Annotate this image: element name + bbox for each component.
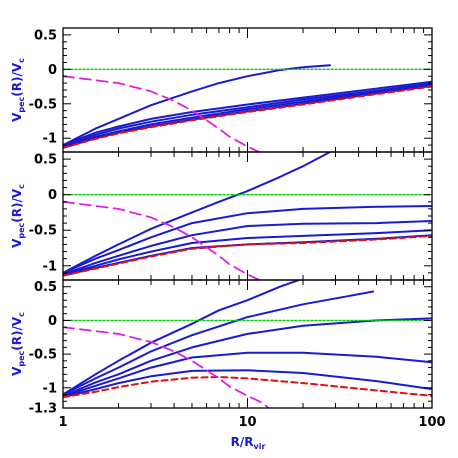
series-line-blue: [63, 351, 432, 398]
y-tick-label: -1: [43, 381, 57, 396]
series-line-blue: [63, 84, 432, 149]
y-tick-label: 0.5: [34, 28, 57, 43]
y-tick-label: -1.3: [29, 402, 57, 417]
series-line-blue: [63, 205, 432, 274]
panel-3-series: [63, 280, 432, 408]
panel-2: 0.5 0 -0.5 -1 Vpec(R)/Vc: [10, 151, 433, 281]
series-line-magenta: [63, 326, 270, 408]
y-tick-label: 0.5: [34, 280, 57, 295]
y-tick-label: -1: [43, 132, 57, 147]
series-line-blue: [63, 317, 432, 397]
x-tick-label: 100: [418, 415, 445, 430]
y-tick-label: -0.5: [29, 348, 57, 363]
series-line-blue: [63, 220, 432, 276]
y-tick-label: -0.5: [29, 97, 57, 112]
y-axis-label: Vpec(R)/Vc: [10, 58, 26, 122]
series-line-red: [63, 234, 432, 277]
series-line-blue: [63, 82, 432, 148]
x-tick-label: 10: [238, 415, 256, 430]
series-line-blue: [63, 290, 375, 396]
y-tick-label: 0: [48, 63, 57, 78]
y-tick-label: 0: [48, 188, 57, 203]
y-axis-label: Vpec(R)/Vc: [10, 184, 26, 248]
series-line-red: [63, 85, 432, 149]
series-line-blue: [63, 229, 432, 276]
series-line-blue: [63, 280, 300, 396]
panel-1: 0.5 0 -0.5 -1 Vpec(R)/Vc: [10, 27, 433, 153]
series-line-red: [63, 376, 432, 399]
series-line-blue: [63, 369, 432, 399]
x-axis-label: R/Rvir: [231, 435, 266, 451]
y-tick-label: -0.5: [29, 224, 57, 239]
panel-frame: [62, 151, 433, 281]
panel-3: 0.5 0 -0.5 -1 -1.3 Vpec(R)/Vc: [10, 279, 433, 417]
y-tick-label: 0: [48, 314, 57, 329]
panel-1-series: [63, 64, 432, 152]
panels: 0.5 0 -0.5 -1 Vpec(R)/Vc 0.5 0 -0.5 -1 Vpec(R)/Vc…: [10, 27, 433, 417]
panel-2-series: [63, 152, 432, 280]
series-line-blue: [63, 152, 331, 274]
x-tick-labels: 1 10 100: [58, 415, 445, 430]
y-tick-label: 0.5: [34, 153, 57, 168]
y-axis-label: Vpec(R)/Vc: [10, 312, 26, 376]
y-tick-label: -1: [43, 259, 57, 274]
series-line-blue: [63, 80, 432, 147]
x-tick-label: 1: [58, 415, 67, 430]
series-line-magenta: [63, 200, 262, 280]
series-line-blue: [63, 83, 432, 149]
series-line-magenta: [63, 75, 262, 152]
